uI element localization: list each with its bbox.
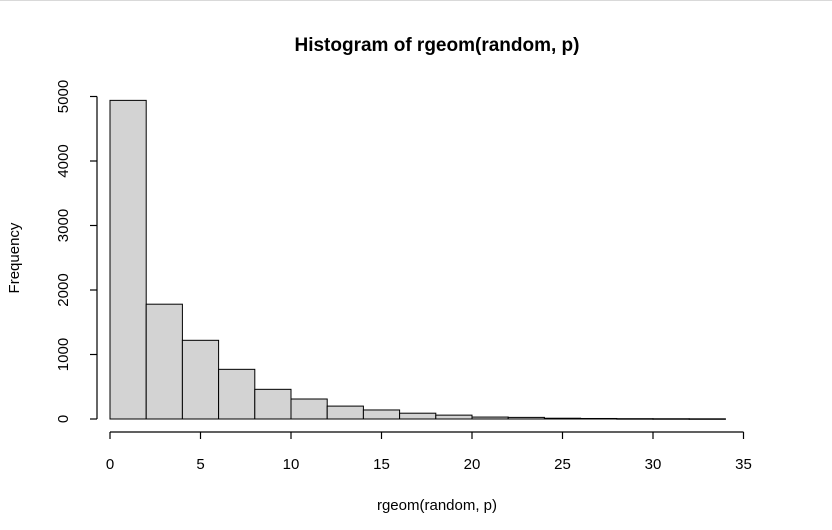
chart-title: Histogram of rgeom(random, p) [294,35,579,56]
y-tick-label: 1000 [55,338,72,371]
y-tick-label: 4000 [55,144,72,177]
histogram-bar-1 [145,303,183,420]
y-axis: 0 1000 2000 3000 4000 5000 [55,80,98,423]
x-axis-label: rgeom(random, p) [377,497,497,514]
histogram-bar-6 [326,405,364,420]
x-tick-label: 5 [196,456,204,473]
y-tick-label: 5000 [55,80,72,113]
histogram-bar-4 [254,388,292,420]
histogram-bar-13 [580,417,618,420]
histogram-bar-12 [543,417,582,420]
histogram-bar-16 [688,418,726,420]
x-tick-label: 25 [554,456,571,473]
histogram-bar-10 [471,416,509,420]
x-tick-label: 15 [373,456,390,473]
top-divider [0,0,832,1]
x-tick-label: 30 [645,456,662,473]
histogram-bar-3 [218,368,256,420]
x-tick-label: 20 [464,456,481,473]
histogram-bar-5 [290,398,328,420]
histogram-bar-15 [652,418,690,420]
histogram-bar-8 [399,412,437,420]
x-axis: 0 5 10 15 20 25 30 35 [106,431,752,473]
histogram-bar-11 [507,416,545,420]
x-tick-label: 10 [283,456,300,473]
histogram-bar-7 [362,409,401,420]
x-tick-label: 0 [106,456,114,473]
histogram-bar-9 [435,414,473,420]
histogram-bar-0 [109,99,147,420]
histogram-bar-2 [181,339,220,420]
y-tick-label: 3000 [55,209,72,242]
histogram-bar-14 [616,418,654,420]
y-tick-label: 2000 [55,273,72,306]
x-tick-label: 35 [735,456,752,473]
y-axis-label: Frequency [6,222,23,293]
y-tick-label: 0 [55,415,72,423]
bars-group [109,99,726,420]
